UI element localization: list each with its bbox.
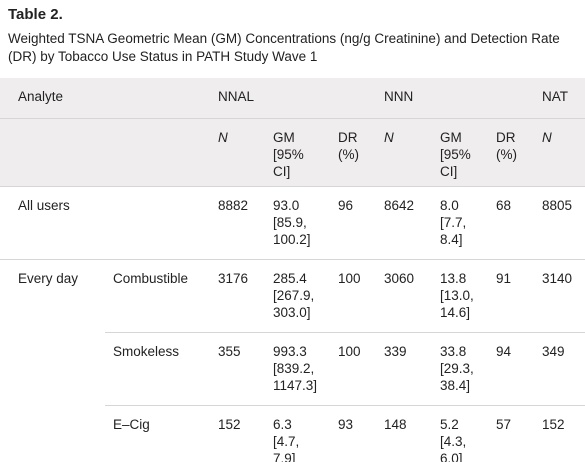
data-cell: 68 [488,186,535,260]
data-cell: 3176 [210,259,265,333]
table-row: Every day Combustible 3176 285.4 [267.9, 30… [0,259,585,333]
header-cell [0,118,105,187]
data-cell: 96 [330,186,376,260]
table-row: Smokeless 355 993.3 [839.2, 1147.3] 100 339 3… [0,332,585,406]
row-label [0,333,105,406]
data-cell: 100 [330,332,376,406]
data-cell: 57 [496,417,512,432]
row-label [0,406,105,462]
data-cell: 285.4 [267.9, 303.0] [265,259,330,333]
data-cell: 94 [488,332,535,406]
data-cell: 148 [384,417,407,432]
data-cell: 8882 [210,186,265,260]
data-cell: 8.0 [7.7, 8.4] [432,186,488,260]
data-cell: 93 [338,417,354,432]
data-cell: 339 [376,332,432,406]
data-cell: 8642 [376,186,432,260]
subheader-cell: DR (%) [488,118,535,187]
data-cell: 152 [542,417,565,432]
data-cell: 6.3 [4.7, 7.9] [273,417,300,462]
row-sublabel: Combustible [105,259,210,333]
subheader-cell: N [376,118,432,187]
table-row: All users 8882 93.0 [85.9, 100.2] 96 8642 8.0… [0,186,585,260]
subheader-cell: GM [95% CI] [432,118,488,187]
data-cell: 91 [488,259,535,333]
header-cell [105,118,210,187]
row-sublabel: Smokeless [105,332,210,406]
table-title: Table 2. [8,6,63,23]
data-cell: 5.2 [4.3, 6.0] [440,417,467,462]
data-cell: 993.3 [839.2, 1147.3] [265,332,330,406]
table-row: E–Cig 152 6.3 [4.7, 7.9] 93 148 5.2 [4.3, 6.0… [0,406,585,462]
subheader-cell: GM [95% CI] [265,118,330,187]
header-cell: NNN [376,78,535,119]
table-caption: Weighted TSNA Geometric Mean (GM) Concen… [8,31,560,64]
subheader-cell: N [210,118,265,187]
data-cell: 33.8 [29.3, 38.4] [432,332,488,406]
data-cell: 13.8 [13.0, 14.6] [432,259,488,333]
row-sublabel [105,186,210,260]
data-cell: 3140 [534,259,585,333]
data-cell: 152 [218,417,241,432]
data-cell: 93.0 [85.9, 100.2] [265,186,330,260]
row-sublabel: E–Cig [113,417,150,432]
data-cell: 349 [534,332,585,406]
row-label: Every day [18,271,79,286]
data-cell: 8805 [534,186,585,260]
data-cell: 3060 [376,259,432,333]
data-cell: 355 [210,332,265,406]
row-label: All users [0,186,105,260]
data-table: Analyte NNAL NNN NAT N GM [95% CI] DR (%) N GM [… [0,78,585,462]
subheader-cell: DR (%) [330,118,376,187]
header-cell: NNAL [210,78,376,119]
subheader-cell: N [534,118,585,187]
data-cell: 100 [330,259,376,333]
header-cell: NAT [534,78,585,119]
table-row: N GM [95% CI] DR (%) N GM [95% CI] DR (%) N [0,118,585,187]
header-cell: Analyte [0,78,210,119]
table-row: Analyte NNAL NNN NAT [0,78,585,119]
